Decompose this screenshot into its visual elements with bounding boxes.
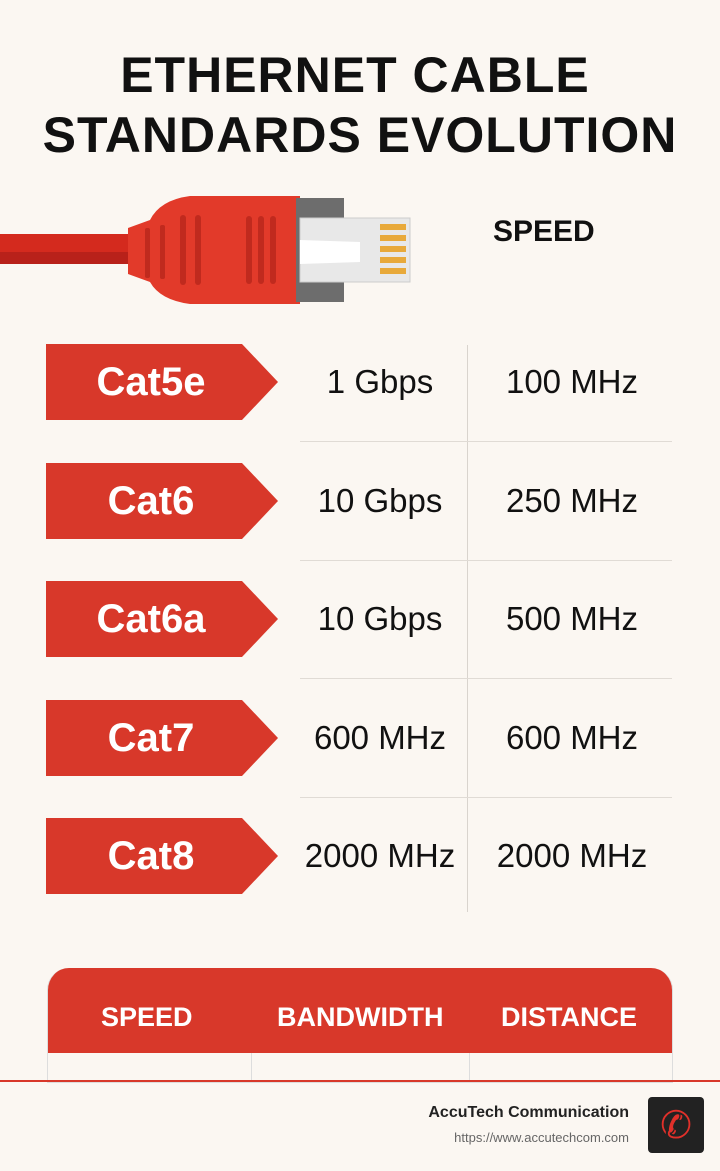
bottom-table: SPEED BANDWIDTH DISTANCE — [47, 968, 673, 1083]
category-label: Cat8 — [107, 834, 195, 878]
speed-value: 600 MHz — [313, 718, 447, 756]
category-label: Cat7 — [107, 715, 195, 760]
brand-url[interactable]: https://www.accutechcom.com — [454, 1130, 629, 1145]
header-speed: SPEED — [101, 1002, 193, 1032]
title-line-2: STANDARDS EVOLUTION — [42, 107, 678, 163]
column-divider — [467, 345, 468, 912]
speed-header: SPEED — [493, 215, 595, 248]
bandwidth-value: 250 MHz — [505, 481, 639, 519]
category-label: Cat6 — [107, 478, 195, 523]
arrow-tag-shape — [46, 462, 278, 539]
bandwidth-value: 500 MHz — [505, 600, 639, 637]
brand-name: AccuTech Communication — [428, 1104, 629, 1121]
category-tag: Cat8 — [46, 818, 278, 894]
column-divider — [469, 1053, 470, 1082]
phone-icon: ✆ — [648, 1097, 704, 1153]
row-divider — [300, 560, 672, 561]
category-tag: Cat6a — [46, 581, 278, 657]
category-label: Cat5e — [96, 360, 206, 404]
arrow-tag-shape — [46, 699, 278, 776]
category-tag: Cat5e — [46, 344, 278, 420]
arrow-tag-shape — [46, 581, 278, 657]
speed-value: 10 Gbps — [317, 600, 443, 637]
bandwidth-value: 600 MHz — [505, 718, 639, 756]
row-divider — [300, 441, 672, 442]
speed-value: 2000 MHz — [304, 837, 456, 874]
bottom-table-header: SPEED BANDWIDTH DISTANCE — [48, 968, 672, 1053]
category-tag: Cat7 — [46, 699, 278, 776]
bandwidth-value: 100 MHz — [505, 363, 639, 400]
ethernet-cable-illustration — [0, 196, 411, 304]
speed-value: 1 Gbps — [326, 363, 434, 400]
speed-value: 10 Gbps — [317, 481, 443, 519]
header-distance: DISTANCE — [501, 1002, 638, 1032]
header-bandwidth: BANDWIDTH — [277, 1002, 444, 1032]
bandwidth-value: 2000 MHz — [496, 837, 648, 874]
title-line-1: ETHERNET CABLE — [120, 47, 590, 103]
category-label: Cat6a — [96, 597, 206, 641]
category-tag: Cat6 — [46, 462, 278, 539]
arrow-tag-shape — [46, 344, 278, 420]
row-divider — [300, 678, 672, 679]
column-divider — [251, 1053, 252, 1082]
row-divider — [300, 797, 672, 798]
footer-divider — [0, 1080, 720, 1082]
arrow-tag-shape — [46, 818, 278, 894]
